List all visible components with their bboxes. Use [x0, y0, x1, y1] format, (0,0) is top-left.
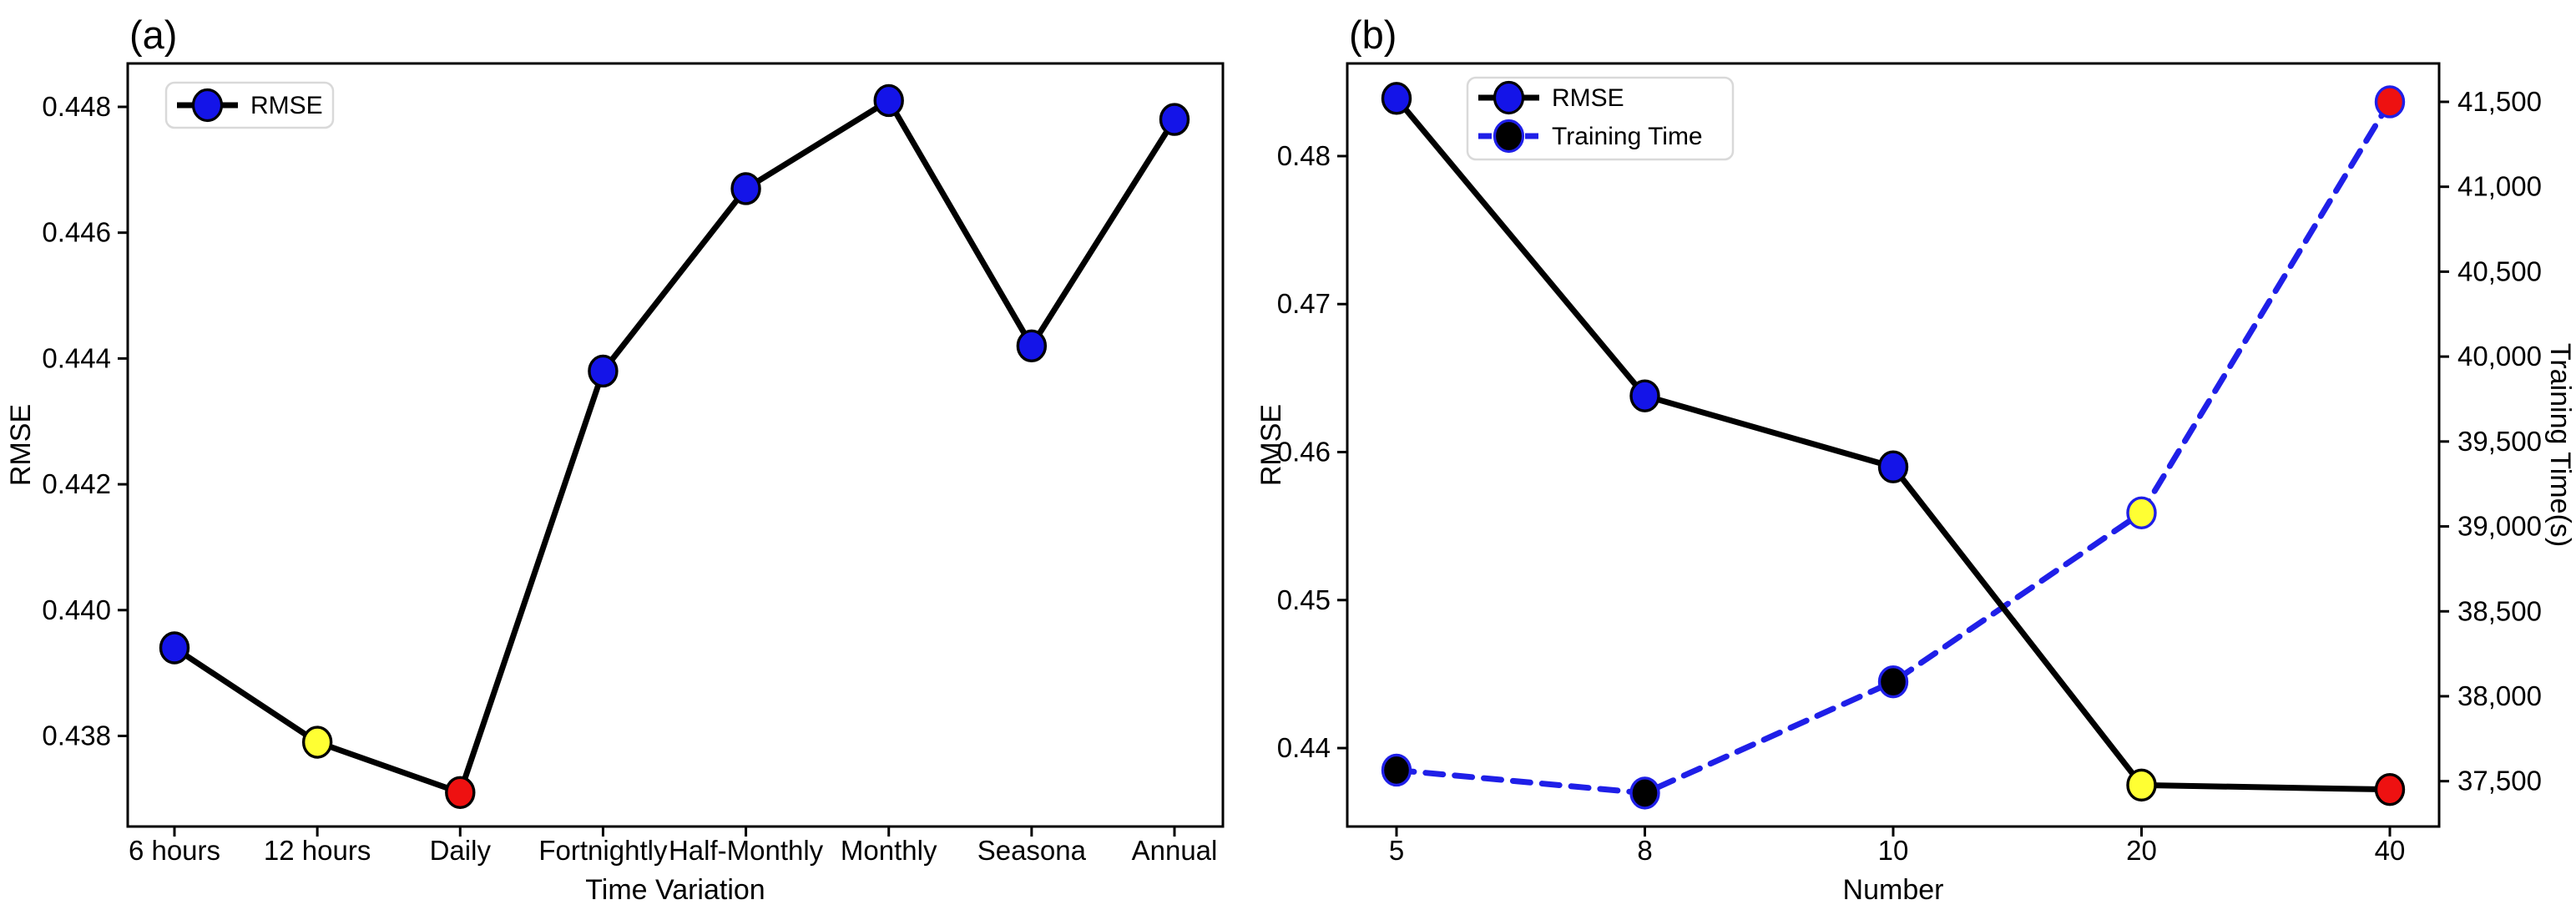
rmse-data-point-marker	[588, 354, 619, 388]
y-axis-tick-label-right: 39,000	[2457, 511, 2542, 542]
y-axis-tick-label-right: 38,500	[2457, 595, 2542, 626]
panel-a-label: (a)	[129, 13, 177, 57]
x-axis-tick-label: Half-Monthly	[669, 835, 824, 866]
x-axis-tick-label: 40	[2375, 835, 2406, 866]
panel-a: 0.438 0.440 0.442 0.444 0.446 0.448 6 hours 12 …	[5, 62, 1225, 906]
y-axis-tick-label: 0.44	[1277, 732, 1331, 763]
training-time-line	[1393, 99, 2393, 796]
rmse-data-point-marker	[445, 776, 476, 810]
training-time-data-point-marker	[1381, 753, 1412, 787]
x-axis-tick-label: Monthly	[841, 835, 937, 866]
y-axis-tick-label: 0.448	[42, 91, 111, 122]
y-axis-tick-label-right: 39,500	[2457, 426, 2542, 457]
legend-sample-marker	[1493, 80, 1525, 115]
y-axis-tick-label: 0.46	[1277, 437, 1331, 468]
rmse-line	[171, 97, 1178, 796]
training-time-data-point-marker	[2126, 496, 2157, 529]
y-axis-tick-label-right: 40,000	[2457, 341, 2542, 372]
rmse-data-point-marker	[301, 725, 333, 759]
y-axis-tick-label: 0.438	[42, 720, 111, 751]
rmse-data-point-marker	[2126, 768, 2157, 802]
y-axis-tick-label-right: 38,000	[2457, 680, 2542, 711]
rmse-data-point-marker	[730, 172, 761, 205]
x-axis-tick-label: Daily	[430, 835, 492, 866]
y-axis-tick-label-right: 37,500	[2457, 766, 2542, 796]
x-axis-tick-label: 6 hours	[129, 835, 220, 866]
x-axis-tick-label: 20	[2126, 835, 2157, 866]
rmse-data-point-marker	[2374, 772, 2406, 806]
y-axis-tick-label: 0.442	[42, 468, 111, 499]
panel-b: 0.44 0.45 0.46 0.47 0.48 37,500 38,000 38,500 39…	[1255, 62, 2576, 906]
y-axis-title-right: Training Time(s)	[2544, 343, 2576, 547]
plot-frame	[1346, 62, 2441, 828]
y-axis-title-left: RMSE	[5, 404, 37, 486]
x-axis-tick-label: 10	[1878, 835, 1909, 866]
rmse-data-point-marker	[1629, 379, 1660, 412]
legend-entry-label: RMSE	[250, 92, 323, 119]
x-axis-tick-label: 12 hours	[264, 835, 371, 866]
x-axis-tick-label: Seasona	[977, 835, 1087, 866]
y-axis-tick-label: 0.444	[42, 342, 111, 373]
y-axis-tick-label-right: 41,500	[2457, 86, 2542, 117]
y-axis-tick-label-right: 41,000	[2457, 171, 2542, 202]
rmse-data-point-marker	[1159, 103, 1190, 136]
x-axis-title: Number	[1843, 874, 1944, 906]
x-axis-tick-label: 8	[1637, 835, 1652, 866]
y-axis-tick-label: 0.45	[1277, 584, 1331, 615]
x-axis-tick-label: Annual	[1132, 835, 1218, 866]
training-time-data-point-marker	[2374, 85, 2406, 119]
rmse-data-point-marker	[1016, 329, 1048, 363]
x-axis-title: Time Variation	[585, 874, 765, 906]
y-axis-title-left: RMSE	[1255, 404, 1287, 486]
panel-b-label: (b)	[1349, 13, 1397, 57]
rmse-data-point-marker	[159, 631, 190, 665]
training-time-data-point-marker	[1629, 776, 1660, 810]
x-axis-tick-label: 5	[1389, 835, 1404, 866]
y-axis-tick-label: 0.440	[42, 594, 111, 625]
legend-entry-label: RMSE	[1552, 84, 1624, 112]
y-axis-tick-label: 0.48	[1277, 140, 1331, 171]
rmse-data-point-marker	[873, 83, 904, 118]
legend-sample-marker	[191, 88, 224, 123]
rmse-data-point-marker	[1381, 82, 1412, 115]
y-axis-tick-label-right: 40,500	[2457, 255, 2542, 286]
rmse-data-point-marker	[1877, 450, 1909, 483]
y-axis-tick-label: 0.446	[42, 217, 111, 248]
x-axis-tick-label: Fortnightly	[538, 835, 668, 866]
legend-entry-label: Training Time	[1552, 123, 1703, 150]
plot-frame	[126, 62, 1225, 828]
y-axis-tick-label: 0.47	[1277, 288, 1331, 319]
legend-sample-marker	[1493, 119, 1525, 154]
training-time-data-point-marker	[1877, 665, 1909, 699]
